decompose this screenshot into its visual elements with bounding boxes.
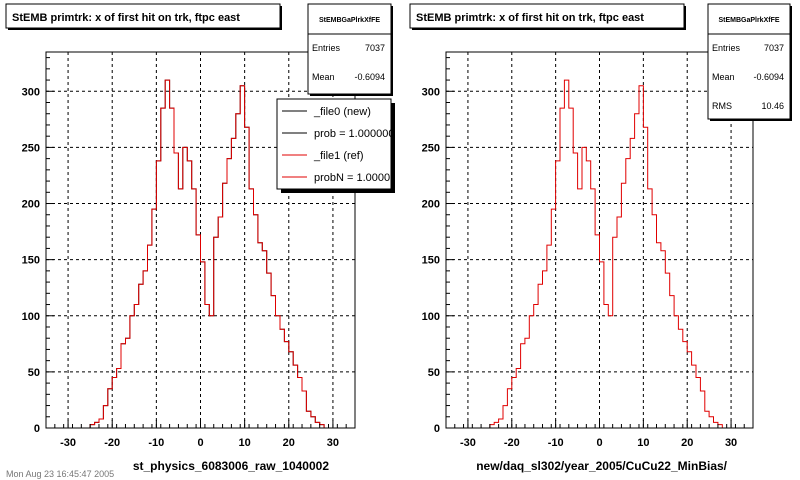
chart-title: StEMB primtrk: x of first hit on trk, ft… [416, 12, 644, 24]
x-tick-label: 10 [637, 437, 649, 449]
y-tick-label: 200 [22, 199, 40, 211]
y-tick-label: 250 [22, 142, 40, 154]
stats-value: 10.46 [761, 101, 784, 111]
x-axis-title: st_physics_6083006_raw_1040002 [133, 459, 329, 473]
y-tick-label: 0 [434, 423, 440, 435]
x-tick-label: -30 [460, 437, 476, 449]
x-tick-label: 30 [725, 437, 737, 449]
y-tick-label: 250 [422, 142, 440, 154]
y-tick-label: 100 [422, 311, 440, 323]
stats-value: -0.6094 [753, 72, 784, 82]
x-axis-title: new/daq_sl302/year_2005/CuCu22_MinBias/ [476, 459, 727, 473]
legend-label: probN = 1.000000 [314, 172, 402, 184]
x-tick-label: 20 [681, 437, 693, 449]
legend-label: _file0 (new) [313, 106, 371, 118]
legend-box [276, 98, 392, 190]
stats-label: Mean [712, 72, 735, 82]
stats-name: StEMBGaPlrkXfFE [319, 17, 380, 24]
chart-title: StEMB primtrk: x of first hit on trk, ft… [12, 12, 240, 24]
histogram-series-2 [46, 79, 355, 429]
x-tick-label: 0 [596, 437, 602, 449]
stats-label: Entries [712, 43, 741, 53]
x-tick-label: -20 [504, 437, 520, 449]
x-tick-label: -10 [548, 437, 564, 449]
y-tick-label: 50 [428, 367, 440, 379]
title-box [409, 3, 685, 29]
stats-value: 7037 [365, 43, 385, 53]
x-tick-label: -30 [60, 437, 76, 449]
stats-box [707, 3, 791, 120]
y-tick-label: 200 [422, 199, 440, 211]
x-tick-label: 30 [327, 437, 339, 449]
y-tick-label: 150 [22, 255, 40, 267]
x-tick-label: -10 [148, 437, 164, 449]
stats-box [307, 3, 392, 95]
stats-name: StEMBGaPlrkXfFE [718, 17, 779, 24]
x-tick-label: 0 [197, 437, 203, 449]
x-tick-label: 10 [239, 437, 251, 449]
stats-label: Mean [312, 72, 335, 82]
stats-label: Entries [312, 43, 341, 53]
legend-label: prob = 1.000000 [314, 128, 394, 140]
legend-label: _file1 (ref) [313, 150, 364, 162]
chart-panel-2: 0 50 100 150 200 250 300 -30 -20 -10 0 10 20 30 new/da… [409, 3, 792, 473]
stats-value: -0.6094 [354, 72, 385, 82]
histogram-series-1 [446, 79, 753, 429]
stats-label: RMS [712, 101, 732, 111]
y-tick-label: 150 [422, 255, 440, 267]
stats-value: 7037 [764, 43, 784, 53]
y-tick-label: 100 [22, 311, 40, 323]
legend-entries: _file0 (new) prob = 1.000000 _file1 (ref) p… [282, 106, 402, 184]
x-tick-label: -20 [104, 437, 120, 449]
x-tick-label: 20 [283, 437, 295, 449]
footer-timestamp: Mon Aug 23 16:45:47 2005 [6, 469, 115, 479]
y-tick-label: 300 [422, 86, 440, 98]
y-tick-label: 300 [22, 86, 40, 98]
y-tick-label: 0 [34, 423, 40, 435]
chart-panel-1: 0 50 100 150 200 250 300 -30 -20 -10 0 10 20 30 st_phy… [5, 3, 402, 473]
title-box [5, 3, 281, 29]
y-tick-label: 50 [28, 367, 40, 379]
